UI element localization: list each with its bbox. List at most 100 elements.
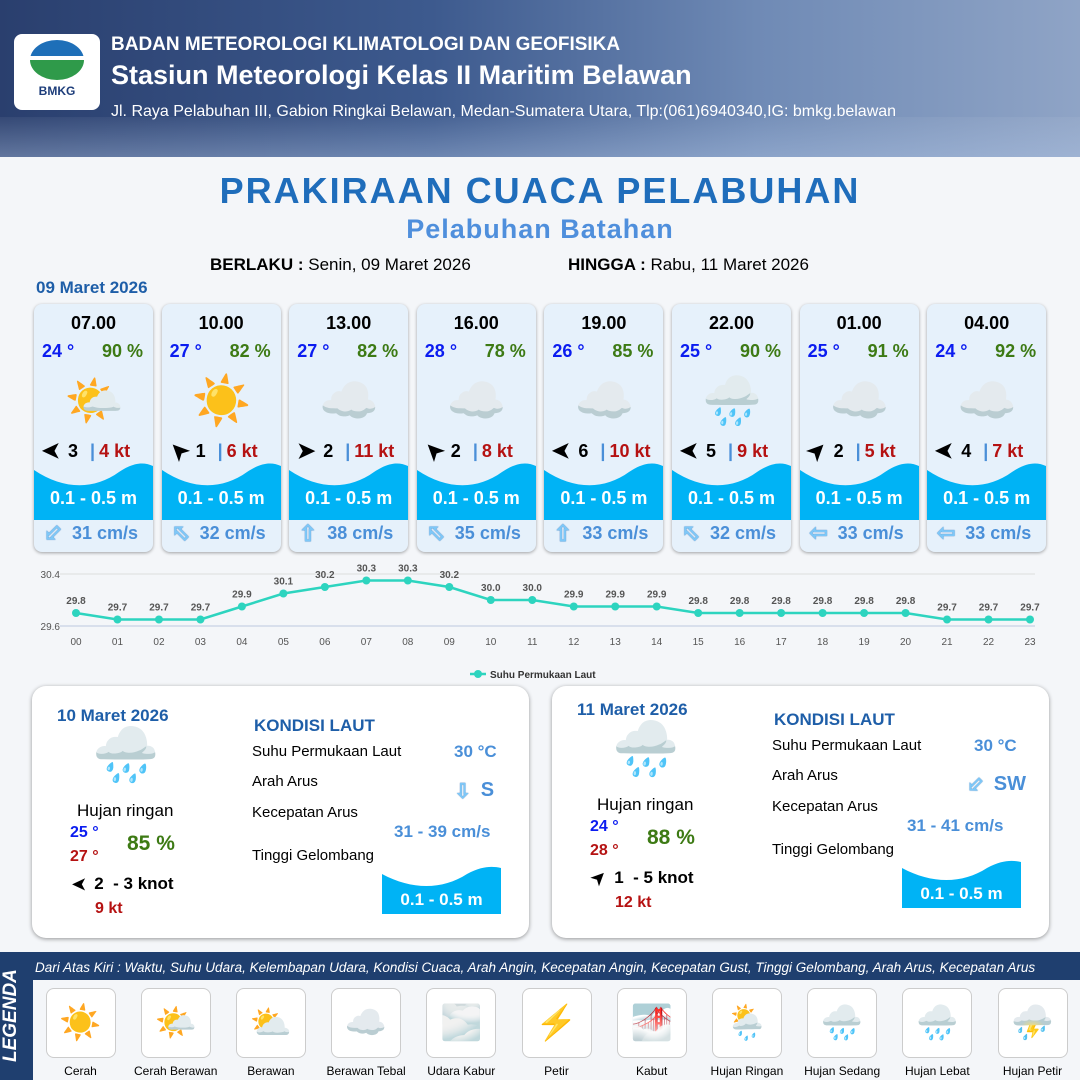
x-tick-label: 08 — [402, 637, 414, 648]
wave-height: 0.1 - 0.5 m — [432, 488, 520, 508]
wind: ➤ 5 | 9 kt — [679, 439, 769, 464]
time: 10.00 — [198, 313, 244, 333]
data-label: 29.7 — [937, 603, 957, 614]
time: 07.00 — [70, 313, 117, 333]
x-tick-label: 16 — [734, 637, 746, 648]
x-tick-label: 13 — [610, 637, 622, 648]
current-speed: 31 - 39 cm/s — [394, 822, 491, 841]
forecast-card: 07.00 24 ° 90 % 🌤️ ➤ 3 | 4 kt 0.1 - 0.5 m ⇦… — [34, 304, 153, 552]
data-point — [1026, 615, 1034, 624]
data-label: 29.8 — [813, 596, 833, 607]
hujan-sedang-icon: 🌧️ — [807, 988, 878, 1058]
data-label: 30.2 — [440, 570, 460, 581]
current: ⇦ 32 cm/s — [676, 517, 776, 548]
current-direction-icon: ⇦ — [551, 523, 577, 543]
data-point — [818, 609, 827, 617]
data-point — [196, 615, 205, 624]
data-point — [486, 596, 495, 604]
cerah-icon: ☀️ — [191, 375, 252, 428]
forecast-card: 01.00 25 ° 91 % ☁️ ➤ 2 | 5 kt 0.1 - 0.5 m ⇦… — [799, 304, 919, 552]
current-direction: ⇦ SW — [962, 771, 1026, 799]
forecast-card: 19.00 26 ° 85 % ☁️ ➤ 6 | 10 kt 0.1 - 0.5 m … — [544, 304, 664, 552]
daily-panel: 10 Maret 2026 🌧️ Hujan ringan 25 ° 27 ° … — [32, 686, 529, 938]
x-tick-label: 15 — [693, 637, 705, 648]
wave-height: 0.1 - 0.5 m — [49, 488, 138, 508]
data-point — [362, 576, 371, 585]
address: Jl. Raya Pelabuhan III, Gabion Ringkai B… — [111, 103, 897, 120]
temperature: 28 ° — [424, 341, 458, 361]
berawan-tebal-icon: ☁️ — [319, 375, 380, 428]
gust: 9 kt — [95, 900, 123, 917]
legend: LEGENDA Dari Atas Kiri : Waktu, Suhu Uda… — [0, 952, 1080, 1080]
current: ⇦ 32 cm/s — [166, 517, 266, 548]
wave-height: 0.1 - 0.5 m — [400, 890, 483, 909]
data-point — [569, 602, 578, 611]
x-tick-label: 10 — [485, 637, 497, 648]
data-point — [860, 609, 869, 617]
header-banner: BMKG BADAN METEOROLOGI KLIMATOLOGI DAN G… — [0, 0, 1080, 157]
cerah-icon: ☀️ — [45, 988, 116, 1058]
legend-item: ⚡ Petir — [509, 988, 604, 1078]
x-tick-label: 00 — [70, 637, 82, 648]
current-direction-icon: ⇦ — [37, 517, 69, 549]
x-tick-label: 07 — [361, 637, 373, 648]
org-name: BADAN METEOROLOGI KLIMATOLOGI DAN GEOFIS… — [111, 34, 621, 55]
humidity: 91 % — [867, 341, 909, 361]
wave-shape — [672, 463, 791, 520]
wave-height: 0.1 - 0.5 m — [687, 488, 776, 508]
gust: 8 kt — [481, 440, 513, 461]
gust: 6 kt — [226, 440, 258, 461]
sst-value: 30 °C — [974, 736, 1017, 755]
data-label: 29.9 — [647, 590, 667, 601]
wave-shape — [544, 463, 664, 520]
current-direction-label: Arah Arus — [252, 773, 318, 790]
data-point — [777, 609, 786, 617]
data-label: 30.2 — [315, 570, 335, 581]
current-speed-label: Kecepatan Arus — [252, 804, 358, 821]
kondisi-laut-heading: KONDISI LAUT — [774, 710, 895, 729]
current-direction-label: Arah Arus — [772, 767, 838, 784]
data-label: 29.9 — [605, 590, 625, 601]
wave-height: 0.1 - 0.5 m — [943, 488, 1031, 508]
humidity: 85 % — [127, 832, 175, 855]
forecast-card: 10.00 27 ° 82 % ☀️ ➤ 1 | 6 kt 0.1 - 0.5 m ⇦… — [161, 304, 281, 552]
legend-item: 🌧️ Hujan Sedang — [795, 988, 890, 1078]
wave-shape — [902, 860, 1021, 908]
valid-to: HINGGA : Rabu, 11 Maret 2026 — [568, 255, 809, 274]
temp-min: 24 ° — [590, 818, 619, 835]
current: ⇦ 31 cm/s — [37, 517, 138, 548]
data-point — [320, 583, 329, 591]
x-tick-label: 14 — [651, 637, 663, 648]
legend-item: ⛈️ Hujan Petir — [985, 988, 1080, 1078]
forecast-card: 22.00 25 ° 90 % 🌧️ ➤ 5 | 9 kt 0.1 - 0.5 m ⇦… — [672, 304, 791, 552]
berawan-tebal-icon: ☁️ — [574, 375, 635, 428]
berawan-icon: ⛅ — [235, 988, 306, 1058]
data-label: 30.3 — [398, 564, 418, 575]
data-label: 29.7 — [191, 603, 211, 614]
current-direction-icon: ⇦ — [420, 517, 452, 549]
current-direction-icon: ⇦ — [962, 771, 990, 799]
daily-panel: 11 Maret 2026 🌧️ Hujan ringan 24 ° 28 ° … — [552, 686, 1049, 938]
y-tick-label: 30.4 — [41, 570, 61, 581]
data-label: 29.8 — [896, 596, 916, 607]
x-tick-label: 06 — [319, 637, 331, 648]
wind: ➤ 2 - 3 knot — [72, 874, 174, 894]
wave-height: 0.1 - 0.5 m — [177, 488, 265, 508]
data-label: 29.8 — [688, 596, 708, 607]
legend-label: Suhu Permukaan Laut — [490, 670, 596, 681]
wave-shape — [34, 463, 153, 520]
wind: ➤ 6 | 10 kt — [552, 439, 651, 464]
data-label: 29.7 — [979, 603, 999, 614]
humidity: 85 % — [612, 341, 654, 361]
current-direction-icon: ⇦ — [936, 520, 956, 545]
wind: ➤ 4 | 7 kt — [934, 439, 1024, 464]
sst-value: 30 °C — [454, 742, 497, 761]
x-tick-label: 03 — [195, 637, 207, 648]
wave-height: 0.1 - 0.5 m — [305, 488, 393, 508]
data-point — [528, 596, 537, 604]
wind-direction-icon: ➤ — [296, 438, 316, 463]
gust: 7 kt — [992, 440, 1024, 461]
x-tick-label: 02 — [153, 637, 165, 648]
humidity: 88 % — [647, 826, 695, 849]
data-label: 29.9 — [564, 590, 584, 601]
